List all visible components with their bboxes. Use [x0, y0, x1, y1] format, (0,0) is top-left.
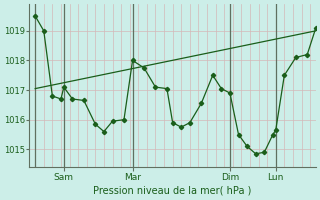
X-axis label: Pression niveau de la mer( hPa ): Pression niveau de la mer( hPa ) [93, 186, 252, 196]
